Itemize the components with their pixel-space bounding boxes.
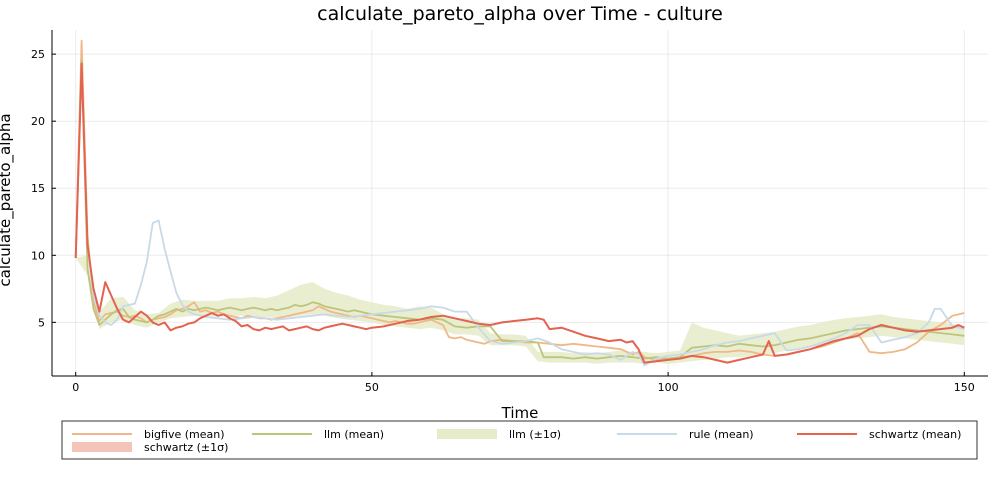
legend-box [61, 420, 978, 460]
legend-label-3: rule (mean) [689, 428, 754, 441]
x-ticks: 0 50 100 150 [72, 372, 975, 394]
legend: bigfive (mean) llm (mean) llm (±1σ) rule (m… [61, 420, 978, 460]
y-ticks: 5 10 15 20 25 [31, 48, 56, 329]
series-line-4 [74, 62, 965, 364]
series-line-3 [74, 66, 965, 367]
plot-area [74, 39, 965, 367]
legend-label-0: bigfive (mean) [144, 428, 225, 441]
y-tick-label-4: 25 [31, 48, 45, 61]
chart-title: calculate_pareto_alpha over Time - cultu… [317, 3, 723, 25]
legend-label-5: schwartz (±1σ) [144, 441, 228, 454]
x-tick-label-2: 100 [658, 381, 679, 394]
legend-label-4: schwartz (mean) [869, 428, 961, 441]
axes [51, 30, 988, 377]
y-tick-label-1: 10 [31, 249, 45, 262]
series-line-0 [74, 39, 965, 361]
legend-label-1: llm (mean) [324, 428, 384, 441]
series-line-1 [74, 59, 965, 360]
grid [52, 30, 988, 376]
y-axis-label: calculate_pareto_alpha [0, 113, 15, 286]
x-tick-label-0: 0 [72, 381, 79, 394]
series-band-2 [75, 255, 965, 364]
legend-swatch-2 [437, 429, 497, 439]
y-tick-label-0: 5 [38, 316, 45, 329]
x-tick-label-3: 150 [954, 381, 975, 394]
x-axis-label: Time [501, 404, 539, 422]
legend-label-2: llm (±1σ) [509, 428, 561, 441]
y-tick-label-2: 15 [31, 182, 45, 195]
y-tick-label-3: 20 [31, 115, 45, 128]
x-tick-label-1: 50 [365, 381, 379, 394]
legend-swatch-5 [72, 442, 132, 452]
